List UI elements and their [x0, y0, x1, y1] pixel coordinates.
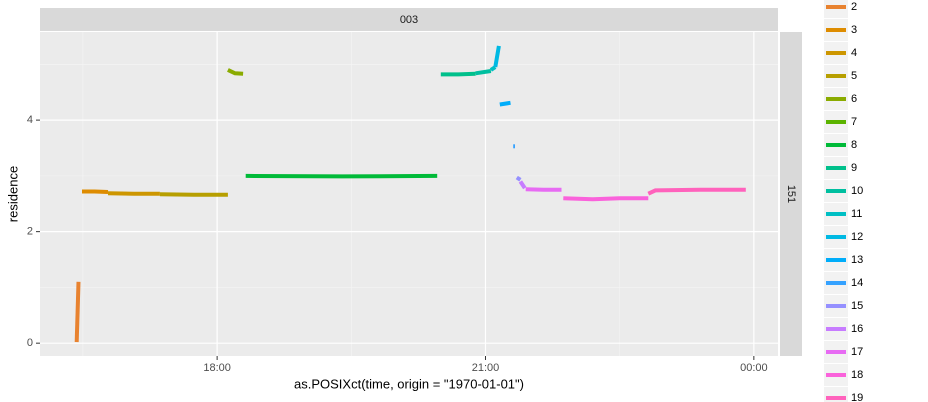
series-line [515, 175, 522, 182]
legend-label: 15 [851, 300, 863, 312]
facet-label: 003 [400, 14, 418, 26]
legend-label: 3 [851, 24, 857, 36]
series-line [107, 191, 160, 196]
series-line [647, 187, 746, 196]
series-line [227, 68, 244, 76]
x-tick-label: 00:00 [740, 362, 768, 374]
legend-label: 19 [851, 392, 863, 402]
facet-strip-top [40, 8, 778, 31]
series-line [440, 71, 476, 77]
x-tick-label: 18:00 [203, 362, 231, 374]
series-line [245, 173, 438, 179]
series-line [525, 187, 562, 192]
series-line [159, 192, 228, 197]
series-line [74, 281, 81, 343]
series-line [493, 45, 501, 68]
legend-label: 10 [851, 185, 863, 197]
legend-label: 4 [851, 47, 857, 59]
legend-label: 5 [851, 70, 857, 82]
legend-label: 7 [851, 116, 857, 128]
legend-label: 6 [851, 93, 857, 105]
x-axis-label: as.POSIXct(time, origin = "1970-01-01") [294, 376, 524, 391]
series-line [518, 180, 527, 190]
legend-label: 13 [851, 254, 863, 266]
y-axis-label: residence [5, 166, 20, 222]
legend-label: 11 [851, 208, 862, 220]
legend-label: 2 [851, 1, 857, 13]
legend-label: 16 [851, 323, 863, 335]
legend-label: 17 [851, 346, 863, 358]
legend-label: 8 [851, 139, 857, 151]
legend-label: 18 [851, 369, 863, 381]
y-tick-label: 2 [27, 226, 33, 238]
facet-strip-right [780, 32, 802, 356]
facet-label: 151 [785, 185, 797, 203]
legend-label: 14 [851, 277, 863, 289]
y-tick-label: 0 [27, 337, 33, 349]
series-line [489, 65, 497, 72]
series-line [499, 100, 511, 107]
legend-label: 9 [851, 162, 857, 174]
series-line [82, 189, 109, 194]
series-line [563, 196, 649, 202]
series-line [475, 69, 492, 76]
x-tick-label: 21:00 [472, 362, 500, 374]
y-tick-label: 4 [27, 114, 33, 126]
legend-label: 12 [851, 231, 863, 243]
